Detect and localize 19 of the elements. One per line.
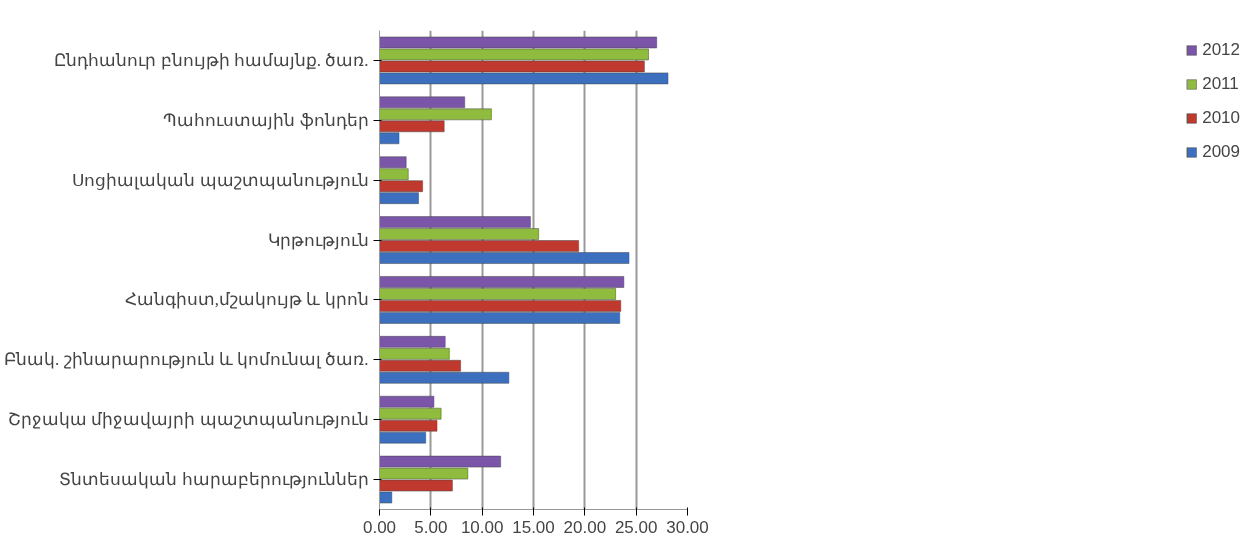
y-tick-label: Շրջակա միջավայրի պաշտպանություն [8, 410, 369, 430]
legend-label: 2010 [1202, 108, 1240, 128]
y-tick-label: Պահուստային ֆոնդեր [163, 110, 369, 130]
y-tick-label: Տնտեսական հարաբերություններ [59, 470, 369, 490]
x-tick-label: 20.00 [563, 517, 607, 537]
y-tick-label: Բնակ. շինարարություն և կոմունալ ծառ. [4, 350, 369, 370]
y-tick-label: Կրթություն [267, 230, 369, 250]
x-tick-label: 10.00 [460, 517, 504, 537]
y-tick-label: Սոցիալական պաշտպանություն [72, 170, 369, 190]
legend-label: 2011 [1202, 74, 1239, 94]
y-tick-label: Ընդհանուր բնույթի համայնք. ծառ. [54, 50, 369, 70]
x-tick-label: 25.00 [614, 517, 658, 537]
x-tick-label: 15.00 [512, 517, 555, 537]
legend-label: 2012 [1202, 40, 1240, 60]
x-tick-label: 0.00 [362, 517, 397, 537]
x-tick-label: 30.00 [666, 517, 709, 537]
legend-label: 2009 [1202, 142, 1240, 162]
x-tick-label: 5.00 [414, 517, 448, 537]
y-tick-label: Հանգիստ,մշակույթ և կրոն [124, 290, 369, 310]
